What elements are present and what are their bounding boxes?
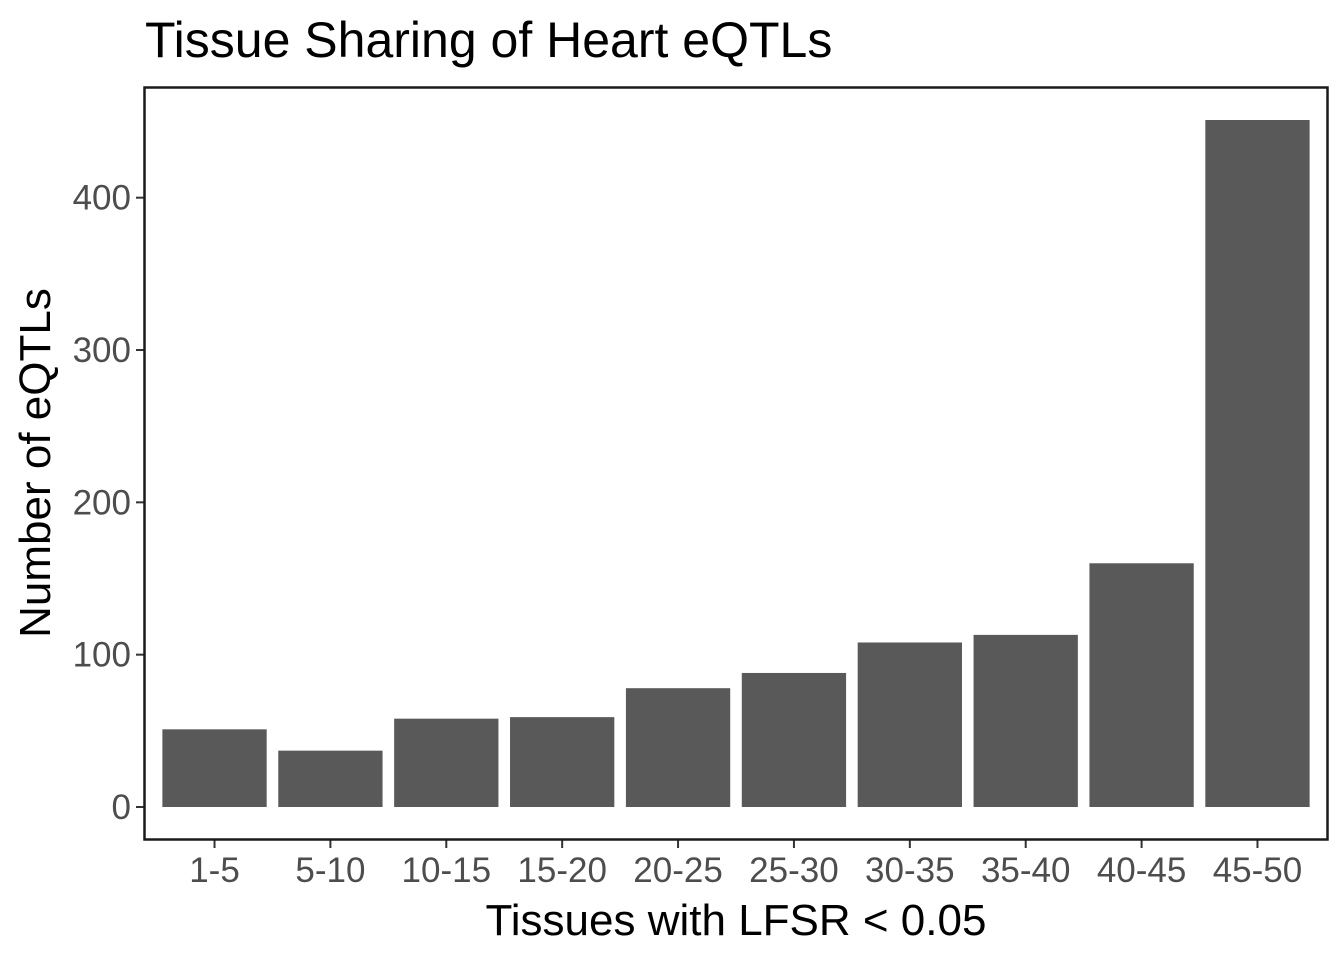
bar-35-40 <box>973 634 1078 808</box>
x-axis: 1-5 5-10 10-15 15-20 20-25 25-30 30-35 35-40 40-… <box>189 839 1302 890</box>
x-tick-label: 10-15 <box>402 851 492 890</box>
x-axis-label: Tissues with LFSR < 0.05 <box>486 896 987 945</box>
bar-10-15 <box>394 718 499 808</box>
y-tick-label: 100 <box>73 636 131 675</box>
chart-title: Tissue Sharing of Heart eQTLs <box>145 12 832 68</box>
x-tick-label: 40-45 <box>1097 851 1187 890</box>
bar-30-35 <box>857 642 962 808</box>
bar-40-45 <box>1089 563 1194 808</box>
plot-frame <box>143 86 1329 841</box>
y-tick-label: 400 <box>73 179 131 218</box>
y-tick-label: 200 <box>73 483 131 522</box>
y-tick-label: 300 <box>73 331 131 370</box>
x-tick-label: 25-30 <box>749 851 839 890</box>
bar-45-50 <box>1205 119 1310 808</box>
y-axis-label: Number of eQTLs <box>11 288 60 638</box>
x-tick-label: 35-40 <box>981 851 1071 890</box>
bar-15-20 <box>510 717 615 808</box>
x-tick-label: 20-25 <box>633 851 723 890</box>
bar-25-30 <box>741 672 847 808</box>
x-tick-label: 5-10 <box>295 851 365 890</box>
bar-20-25 <box>625 688 731 808</box>
x-tick-label: 30-35 <box>865 851 955 890</box>
y-tick-label: 0 <box>112 788 131 827</box>
bar-1-5 <box>162 729 267 808</box>
x-tick-label: 15-20 <box>517 851 607 890</box>
x-tick-label: 45-50 <box>1213 851 1303 890</box>
bars-group <box>162 119 1310 808</box>
bar-5-10 <box>278 750 383 808</box>
x-tick-label: 1-5 <box>189 851 240 890</box>
y-axis: 0 100 200 300 400 <box>73 179 145 827</box>
